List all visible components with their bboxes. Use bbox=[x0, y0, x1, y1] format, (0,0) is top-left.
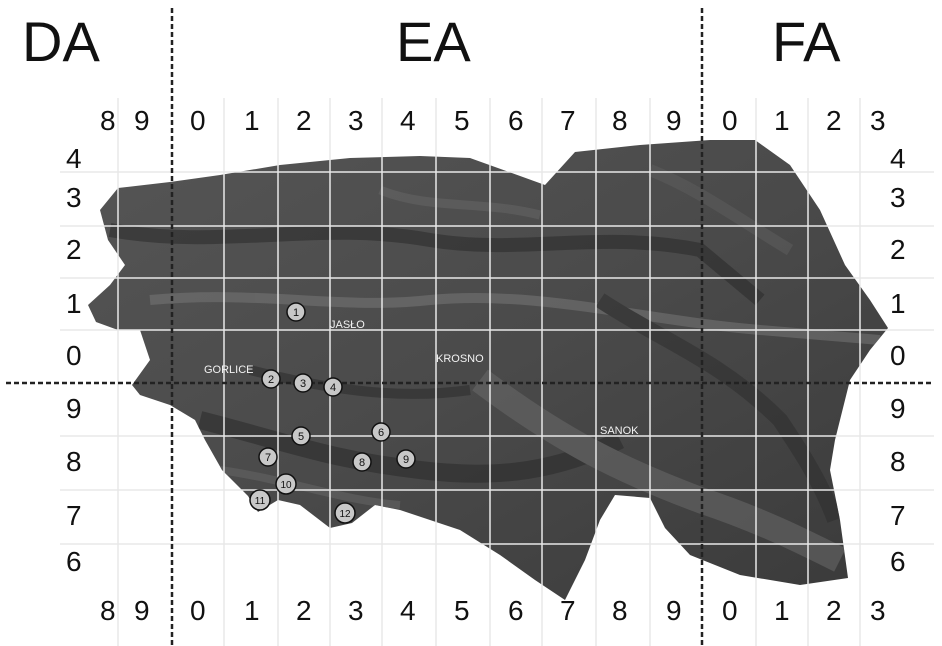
bottom-column-label: 9 bbox=[666, 595, 682, 626]
site-marker-label: 9 bbox=[403, 454, 409, 466]
town-label-jaslo: JASŁO bbox=[330, 319, 365, 331]
bottom-column-label: 2 bbox=[296, 595, 312, 626]
site-marker-label: 2 bbox=[268, 374, 274, 386]
right-row-label: 6 bbox=[890, 546, 906, 577]
top-column-label: 3 bbox=[870, 105, 886, 136]
bottom-column-label: 7 bbox=[560, 595, 576, 626]
site-marker-circle bbox=[352, 452, 372, 472]
site-marker-label: 8 bbox=[359, 457, 365, 469]
town-label-gorlice: GORLICE bbox=[204, 364, 254, 376]
top-column-label: 2 bbox=[826, 105, 842, 136]
site-marker-8: 8 bbox=[352, 452, 372, 472]
site-marker-2: 2 bbox=[261, 369, 281, 389]
top-column-label: 2 bbox=[296, 105, 312, 136]
left-row-label: 7 bbox=[66, 500, 82, 531]
top-column-label: 8 bbox=[612, 105, 628, 136]
top-column-label: 5 bbox=[454, 105, 470, 136]
top-column-label: 1 bbox=[774, 105, 790, 136]
top-column-label: 4 bbox=[400, 105, 416, 136]
right-row-label: 2 bbox=[890, 234, 906, 265]
site-marker-circle bbox=[323, 377, 343, 397]
site-marker-circle bbox=[396, 449, 416, 469]
right-row-label: 4 bbox=[890, 143, 906, 174]
bottom-column-label: 5 bbox=[454, 595, 470, 626]
site-marker-label: 6 bbox=[378, 427, 384, 439]
site-marker-circle bbox=[293, 373, 313, 393]
site-marker-label: 1 bbox=[293, 307, 299, 319]
right-row-label: 8 bbox=[890, 446, 906, 477]
bottom-column-label: 0 bbox=[722, 595, 738, 626]
top-column-label: 3 bbox=[348, 105, 364, 136]
right-row-label: 9 bbox=[890, 393, 906, 424]
site-marker-6: 6 bbox=[371, 422, 391, 442]
town-label-sanok: SANOK bbox=[600, 425, 639, 437]
left-row-label: 3 bbox=[66, 182, 82, 213]
bottom-column-label: 8 bbox=[612, 595, 628, 626]
top-column-label: 1 bbox=[244, 105, 260, 136]
top-column-label: 7 bbox=[560, 105, 576, 136]
site-marker-circle bbox=[249, 489, 271, 511]
left-row-label: 4 bbox=[66, 143, 82, 174]
site-marker-label: 12 bbox=[339, 509, 351, 520]
top-column-label: 9 bbox=[134, 105, 150, 136]
site-marker-10: 10 bbox=[275, 473, 297, 495]
bottom-column-label: 9 bbox=[134, 595, 150, 626]
site-marker-1: 1 bbox=[286, 302, 306, 322]
site-marker-4: 4 bbox=[323, 377, 343, 397]
bottom-column-label: 6 bbox=[508, 595, 524, 626]
left-row-label: 9 bbox=[66, 393, 82, 424]
site-marker-circle bbox=[258, 447, 278, 467]
zone-label-da: DA bbox=[22, 10, 100, 73]
site-marker-circle bbox=[291, 426, 311, 446]
bottom-column-label: 8 bbox=[100, 595, 116, 626]
town-label-krosno: KROSNO bbox=[436, 353, 484, 365]
bottom-column-label: 4 bbox=[400, 595, 416, 626]
site-marker-circle bbox=[275, 473, 297, 495]
right-row-label: 0 bbox=[890, 340, 906, 371]
site-marker-circle bbox=[334, 502, 356, 524]
site-marker-label: 5 bbox=[298, 431, 304, 443]
site-marker-label: 3 bbox=[300, 378, 306, 390]
site-marker-circle bbox=[371, 422, 391, 442]
top-column-label: 9 bbox=[666, 105, 682, 136]
right-row-label: 1 bbox=[890, 288, 906, 319]
left-row-label: 2 bbox=[66, 234, 82, 265]
site-marker-label: 11 bbox=[255, 496, 266, 507]
left-row-label: 1 bbox=[66, 288, 82, 319]
bottom-column-label: 0 bbox=[190, 595, 206, 626]
site-marker-circle bbox=[261, 369, 281, 389]
grid-lines bbox=[60, 98, 934, 646]
site-marker-12: 12 bbox=[334, 502, 356, 524]
top-column-label: 8 bbox=[100, 105, 116, 136]
site-marker-label: 7 bbox=[265, 452, 271, 464]
site-marker-7: 7 bbox=[258, 447, 278, 467]
top-column-label: 6 bbox=[508, 105, 524, 136]
site-marker-circle bbox=[286, 302, 306, 322]
bottom-column-label: 1 bbox=[774, 595, 790, 626]
bottom-column-label: 3 bbox=[870, 595, 886, 626]
left-row-label: 0 bbox=[66, 340, 82, 371]
left-row-label: 8 bbox=[66, 446, 82, 477]
site-marker-9: 9 bbox=[396, 449, 416, 469]
zone-dividers bbox=[6, 8, 934, 646]
bottom-column-label: 3 bbox=[348, 595, 364, 626]
top-column-label: 0 bbox=[190, 105, 206, 136]
right-row-label: 7 bbox=[890, 500, 906, 531]
bottom-column-label: 2 bbox=[826, 595, 842, 626]
zone-label-ea: EA bbox=[396, 10, 471, 73]
site-marker-3: 3 bbox=[293, 373, 313, 393]
zone-label-fa: FA bbox=[772, 10, 841, 73]
site-marker-5: 5 bbox=[291, 426, 311, 446]
left-row-label: 6 bbox=[66, 546, 82, 577]
top-column-label: 0 bbox=[722, 105, 738, 136]
right-row-label: 3 bbox=[890, 182, 906, 213]
bottom-column-label: 1 bbox=[244, 595, 260, 626]
site-marker-11: 11 bbox=[249, 489, 271, 511]
site-marker-label: 4 bbox=[330, 382, 336, 394]
site-marker-label: 10 bbox=[280, 480, 292, 491]
